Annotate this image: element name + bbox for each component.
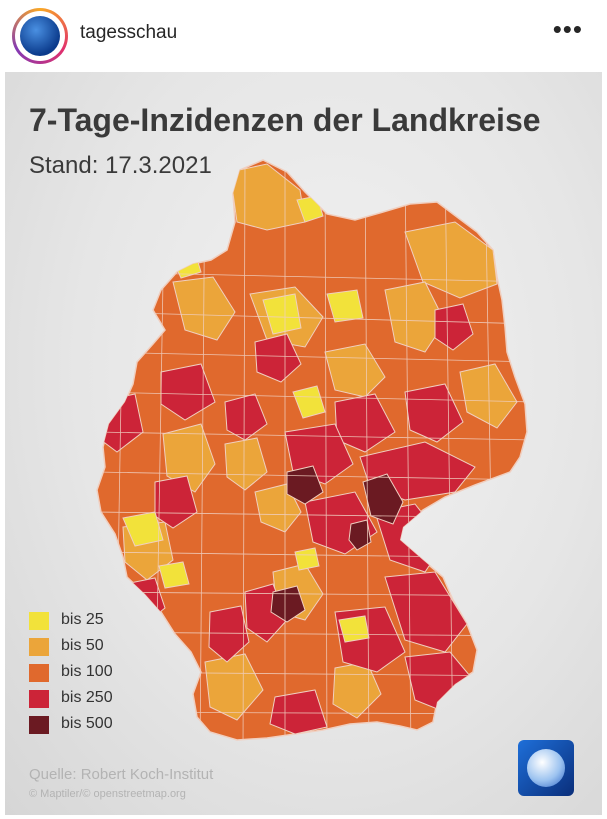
legend-label: bis 250 [61, 689, 113, 706]
district-goettingen-area [292, 385, 326, 419]
district-schleswig-holstein [229, 163, 306, 231]
district-hanover [254, 333, 302, 383]
district-munich-area [338, 615, 370, 643]
district-uelzen-area [326, 289, 364, 323]
more-options-icon[interactable]: ••• [552, 14, 583, 44]
account-username[interactable]: tagesschau [80, 22, 178, 43]
legend-swatch [29, 690, 49, 708]
legend-label: bis 100 [61, 663, 113, 680]
district-vogtland-area [362, 473, 404, 525]
map-attribution: © Maptiler/© openstreetmap.org [29, 788, 186, 800]
district-bavaria-dark [270, 585, 306, 623]
district-borders [97, 161, 527, 740]
map-title: 7-Tage-Inzidenzen der Landkreise [29, 102, 541, 138]
district-bavaria-alps [269, 689, 328, 735]
district-osnabrueck-area [262, 293, 302, 335]
germany-map [96, 159, 528, 741]
district-lower-bavaria [384, 571, 468, 653]
legend-swatch [29, 612, 49, 630]
district-brandenburg-east [459, 363, 518, 429]
district-tirschenreuth-area [348, 519, 372, 551]
district-wuerzburg-area [294, 547, 320, 571]
legend-label: bis 50 [61, 637, 104, 654]
district-bw-south [204, 653, 264, 721]
legend-swatch [29, 638, 49, 656]
source-credit: Quelle: Robert Koch-Institut [29, 766, 214, 783]
legend-label: bis 25 [61, 611, 104, 628]
map-subtitle: Stand: 17.3.2021 [29, 152, 212, 179]
district-bw-southwest [208, 605, 250, 663]
district-berlin-area [434, 303, 474, 351]
district-hesse-central [224, 437, 268, 491]
account-avatar[interactable] [12, 8, 68, 64]
district-rhineland-palatinate [154, 475, 198, 529]
district-trier-area [158, 561, 190, 589]
tagesschau-logo-icon [518, 740, 574, 796]
legend-label: bis 500 [61, 715, 113, 732]
map-graphic: 7-Tage-Inzidenzen der Landkreise Stand: … [5, 72, 602, 815]
district-thuringia-west [254, 483, 302, 533]
tagesschau-avatar-icon [20, 16, 60, 56]
legend-swatch [29, 716, 49, 734]
legend-swatch [29, 664, 49, 682]
district-cologne-area [122, 511, 164, 547]
post-header: tagesschau ••• [0, 0, 607, 72]
